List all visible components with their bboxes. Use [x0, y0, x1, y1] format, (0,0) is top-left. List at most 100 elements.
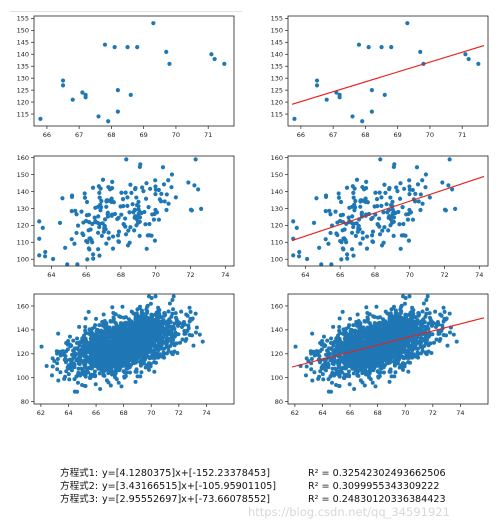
data-point: [77, 340, 82, 345]
x-tick-label: 74: [202, 409, 210, 417]
data-point: [189, 208, 194, 213]
data-point: [98, 360, 103, 365]
data-point: [337, 92, 342, 98]
data-point: [133, 360, 138, 365]
x-tick-label: 72: [175, 409, 183, 417]
data-point: [82, 354, 87, 359]
y-tick-label: 145: [271, 39, 283, 47]
data-point: [60, 78, 66, 83]
data-point: [90, 365, 95, 370]
data-point: [373, 384, 378, 389]
data-point: [350, 114, 355, 119]
data-point: [143, 222, 148, 227]
data-point: [60, 83, 66, 88]
y-tick-label: 140: [271, 188, 283, 196]
data-point: [116, 239, 121, 244]
data-point: [402, 186, 407, 191]
data-point: [424, 311, 429, 316]
data-point: [377, 190, 382, 195]
data-point: [115, 88, 120, 93]
data-point: [337, 325, 342, 330]
data-point: [356, 350, 361, 355]
x-tick-label: 66: [92, 409, 100, 417]
x-tick-label: 74: [456, 409, 464, 417]
data-point: [373, 190, 378, 195]
data-point: [197, 332, 202, 337]
data-point: [79, 366, 84, 371]
data-point: [110, 179, 115, 184]
data-point: [336, 344, 341, 349]
y-tick-label: 150: [17, 27, 29, 35]
data-point: [311, 220, 317, 225]
data-point: [109, 351, 114, 356]
data-point: [100, 323, 105, 328]
data-point: [83, 325, 88, 330]
y-tick-label: 160: [271, 154, 283, 162]
data-point: [317, 245, 322, 250]
y-tick-label: 125: [17, 86, 29, 94]
data-point: [374, 197, 380, 202]
data-point: [119, 384, 124, 389]
data-point: [70, 97, 75, 102]
data-point: [377, 224, 382, 229]
x-tick-label: 62: [291, 409, 299, 417]
data-point: [357, 326, 362, 331]
data-point: [367, 335, 372, 340]
data-point: [126, 228, 131, 233]
data-point: [38, 116, 43, 121]
data-point: [134, 369, 139, 374]
data-point: [324, 97, 329, 102]
data-point: [166, 320, 171, 325]
data-point: [173, 311, 178, 316]
data-point: [172, 332, 177, 337]
data-point: [151, 340, 156, 345]
data-point: [358, 364, 363, 369]
data-point: [97, 224, 102, 230]
data-point: [139, 308, 144, 313]
data-point: [66, 372, 71, 377]
data-point: [397, 196, 403, 201]
data-point: [340, 359, 345, 364]
data-point: [352, 360, 357, 365]
data-point: [161, 352, 166, 357]
data-point: [362, 383, 367, 388]
data-point: [352, 386, 357, 391]
data-point: [95, 329, 100, 334]
data-point: [367, 312, 372, 317]
data-point: [423, 185, 428, 190]
data-point: [403, 349, 408, 354]
data-point: [166, 178, 171, 183]
data-point: [193, 311, 198, 316]
data-point: [84, 199, 90, 205]
data-point: [326, 346, 331, 351]
data-point: [360, 338, 365, 343]
x-tick-label: 66: [82, 271, 90, 279]
data-point: [153, 178, 158, 183]
data-point: [318, 369, 323, 374]
data-point: [83, 316, 88, 321]
data-point: [169, 172, 175, 177]
data-point: [83, 92, 88, 98]
data-point: [321, 334, 326, 339]
data-point: [139, 370, 144, 375]
data-point: [358, 241, 363, 246]
data-point: [176, 320, 181, 325]
data-point: [167, 61, 172, 66]
data-point: [401, 294, 406, 299]
data-point: [375, 362, 380, 367]
data-point: [410, 348, 415, 353]
data-point: [359, 354, 364, 359]
data-point: [151, 21, 156, 26]
x-tick-label: 68: [361, 131, 369, 139]
data-point: [146, 361, 151, 366]
data-point: [447, 157, 452, 162]
data-point: [120, 341, 125, 346]
data-point: [185, 328, 190, 333]
data-point: [454, 339, 459, 344]
data-point: [156, 355, 161, 360]
data-point: [356, 42, 362, 47]
data-point: [381, 210, 386, 215]
data-point: [95, 351, 100, 356]
data-point: [55, 357, 60, 362]
